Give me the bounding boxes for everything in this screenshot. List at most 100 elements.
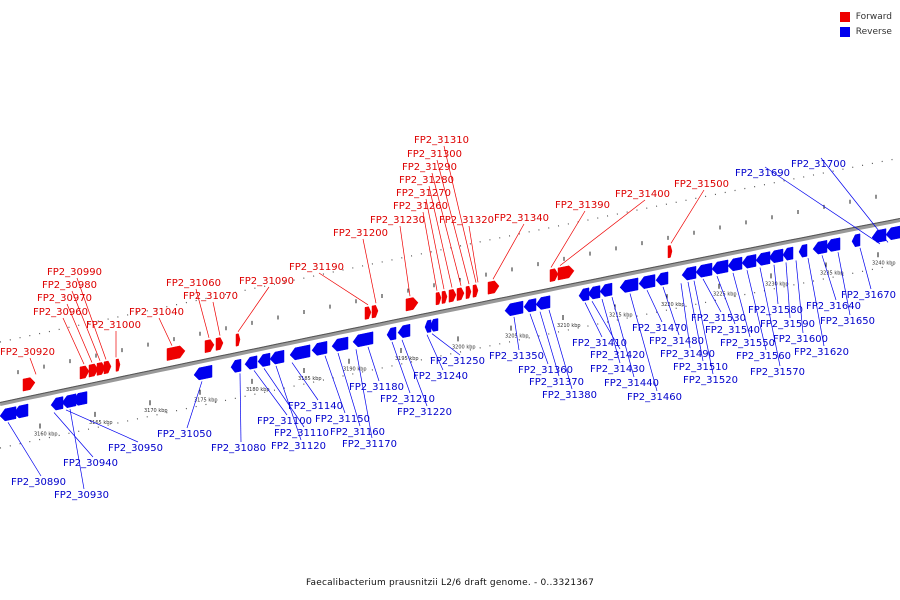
- forward-gene-label[interactable]: FP2_31270: [396, 188, 451, 199]
- forward-gene-label[interactable]: FP2_31200: [333, 228, 388, 239]
- forward-gene-label[interactable]: FP2_31070: [183, 291, 238, 302]
- reverse-gene-label[interactable]: FP2_31700: [791, 159, 846, 170]
- reverse-gene-arrow[interactable]: [244, 355, 258, 370]
- forward-gene-arrow[interactable]: [166, 345, 186, 361]
- reverse-gene-label[interactable]: FP2_31220: [397, 407, 452, 418]
- reverse-gene-label[interactable]: FP2_31110: [274, 428, 329, 439]
- reverse-gene-label[interactable]: FP2_31250: [430, 356, 485, 367]
- reverse-gene-arrow[interactable]: [331, 336, 349, 352]
- reverse-gene-arrow[interactable]: [768, 248, 784, 264]
- forward-gene-label[interactable]: FP2_31260: [393, 201, 448, 212]
- forward-gene-label[interactable]: FP2_31400: [615, 189, 670, 200]
- forward-gene-arrow[interactable]: [435, 292, 442, 306]
- reverse-gene-label[interactable]: FP2_31120: [271, 441, 326, 452]
- reverse-gene-label[interactable]: FP2_31360: [518, 365, 573, 376]
- forward-gene-label[interactable]: FP2_31190: [289, 262, 344, 273]
- reverse-gene-label[interactable]: FP2_31100: [257, 416, 312, 427]
- forward-gene-arrow[interactable]: [549, 268, 559, 283]
- forward-gene-label[interactable]: FP2_31310: [414, 135, 469, 146]
- reverse-gene-label[interactable]: FP2_30940: [63, 458, 118, 469]
- forward-gene-arrow[interactable]: [103, 360, 112, 375]
- reverse-gene-arrow[interactable]: [289, 344, 311, 361]
- forward-gene-arrow[interactable]: [441, 290, 448, 304]
- reverse-gene-arrow[interactable]: [424, 319, 432, 333]
- reverse-gene-label[interactable]: FP2_31580: [748, 305, 803, 316]
- forward-gene-label[interactable]: FP2_31230: [370, 215, 425, 226]
- reverse-gene-arrow[interactable]: [587, 285, 601, 300]
- reverse-gene-arrow[interactable]: [655, 271, 669, 286]
- reverse-gene-label[interactable]: FP2_31140: [288, 401, 343, 412]
- reverse-gene-label[interactable]: FP2_31210: [380, 394, 435, 405]
- reverse-gene-label[interactable]: FP2_31620: [794, 347, 849, 358]
- reverse-gene-arrow[interactable]: [885, 225, 900, 241]
- forward-gene-label[interactable]: FP2_30920: [0, 347, 55, 358]
- reverse-gene-label[interactable]: FP2_31530: [691, 313, 746, 324]
- forward-gene-arrow[interactable]: [487, 280, 500, 295]
- reverse-gene-label[interactable]: FP2_31150: [315, 414, 370, 425]
- reverse-gene-arrow[interactable]: [711, 259, 729, 275]
- reverse-gene-arrow[interactable]: [257, 352, 271, 367]
- forward-gene-arrow[interactable]: [115, 358, 121, 372]
- reverse-gene-arrow[interactable]: [695, 262, 713, 278]
- reverse-gene-label[interactable]: FP2_31670: [841, 290, 896, 301]
- reverse-gene-arrow[interactable]: [0, 406, 17, 422]
- reverse-gene-label[interactable]: FP2_31550: [720, 338, 775, 349]
- reverse-gene-label[interactable]: FP2_31350: [489, 351, 544, 362]
- forward-gene-label[interactable]: FP2_31390: [555, 200, 610, 211]
- reverse-gene-arrow[interactable]: [523, 298, 537, 313]
- reverse-gene-arrow[interactable]: [50, 396, 64, 411]
- reverse-gene-arrow[interactable]: [599, 282, 613, 297]
- reverse-gene-label[interactable]: FP2_31650: [820, 316, 875, 327]
- reverse-gene-arrow[interactable]: [504, 300, 524, 317]
- reverse-gene-arrow[interactable]: [619, 277, 639, 293]
- reverse-gene-arrow[interactable]: [269, 349, 285, 365]
- reverse-gene-arrow[interactable]: [193, 364, 213, 381]
- forward-gene-arrow[interactable]: [22, 377, 36, 392]
- forward-gene-label[interactable]: FP2_30990: [47, 267, 102, 278]
- reverse-gene-label[interactable]: FP2_31520: [683, 375, 738, 386]
- forward-gene-label[interactable]: FP2_31290: [402, 162, 457, 173]
- forward-gene-arrow[interactable]: [96, 362, 106, 376]
- reverse-gene-label[interactable]: FP2_31410: [572, 338, 627, 349]
- reverse-gene-label[interactable]: FP2_31600: [773, 334, 828, 345]
- reverse-gene-label[interactable]: FP2_31440: [604, 378, 659, 389]
- reverse-gene-label[interactable]: FP2_31640: [806, 301, 861, 312]
- forward-gene-label[interactable]: FP2_30980: [42, 280, 97, 291]
- forward-gene-arrow[interactable]: [204, 339, 215, 354]
- reverse-gene-label[interactable]: FP2_31560: [736, 351, 791, 362]
- reverse-gene-label[interactable]: FP2_31690: [735, 168, 790, 179]
- reverse-gene-arrow[interactable]: [230, 358, 242, 373]
- forward-gene-arrow[interactable]: [456, 287, 465, 301]
- forward-gene-arrow[interactable]: [364, 306, 372, 320]
- reverse-gene-label[interactable]: FP2_31570: [750, 367, 805, 378]
- forward-gene-arrow[interactable]: [405, 297, 419, 312]
- forward-gene-label[interactable]: FP2_31040: [129, 307, 184, 318]
- reverse-gene-label[interactable]: FP2_31240: [413, 371, 468, 382]
- forward-gene-label[interactable]: FP2_31320: [439, 215, 494, 226]
- reverse-gene-arrow[interactable]: [851, 233, 861, 248]
- forward-gene-label[interactable]: FP2_31300: [407, 149, 462, 160]
- reverse-gene-arrow[interactable]: [352, 331, 374, 348]
- reverse-gene-label[interactable]: FP2_31460: [627, 392, 682, 403]
- reverse-gene-arrow[interactable]: [535, 295, 551, 310]
- reverse-gene-label[interactable]: FP2_31050: [157, 429, 212, 440]
- reverse-gene-label[interactable]: FP2_31430: [590, 364, 645, 375]
- forward-gene-arrow[interactable]: [448, 289, 457, 303]
- forward-gene-label[interactable]: FP2_31500: [674, 179, 729, 190]
- reverse-gene-label[interactable]: FP2_31490: [660, 349, 715, 360]
- reverse-gene-arrow[interactable]: [755, 251, 771, 266]
- reverse-gene-label[interactable]: FP2_31370: [529, 377, 584, 388]
- reverse-gene-label[interactable]: FP2_31180: [349, 382, 404, 393]
- reverse-gene-label[interactable]: FP2_31510: [673, 362, 728, 373]
- forward-gene-label[interactable]: FP2_31090: [239, 276, 294, 287]
- reverse-gene-arrow[interactable]: [72, 391, 88, 406]
- reverse-gene-label[interactable]: FP2_31420: [590, 350, 645, 361]
- reverse-gene-label[interactable]: FP2_30930: [54, 490, 109, 501]
- reverse-gene-arrow[interactable]: [681, 265, 697, 281]
- forward-gene-label[interactable]: FP2_31340: [494, 213, 549, 224]
- reverse-gene-label[interactable]: FP2_31470: [632, 323, 687, 334]
- reverse-gene-label[interactable]: FP2_30890: [11, 477, 66, 488]
- reverse-gene-arrow[interactable]: [429, 318, 439, 332]
- forward-gene-arrow[interactable]: [667, 245, 673, 259]
- forward-gene-arrow[interactable]: [465, 285, 472, 300]
